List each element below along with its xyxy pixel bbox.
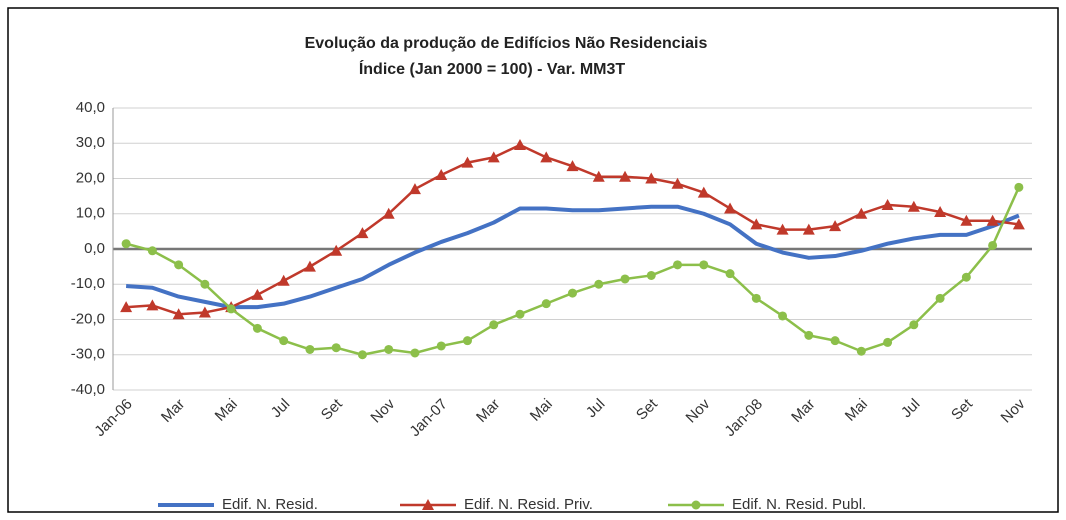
point	[226, 304, 236, 314]
point	[691, 500, 701, 510]
point	[120, 301, 133, 313]
point	[330, 244, 343, 256]
point	[303, 260, 316, 272]
point	[410, 348, 420, 358]
point	[462, 336, 472, 346]
point	[830, 336, 840, 346]
point	[121, 239, 131, 249]
point	[592, 170, 605, 182]
point	[382, 207, 395, 219]
point	[566, 160, 579, 172]
legend-label: Edif. N. Resid.	[222, 496, 318, 513]
legend-label: Edif. N. Resid. Priv.	[464, 496, 593, 513]
y-tick-label: -20,0	[71, 310, 105, 327]
series-line	[125, 204, 1020, 310]
point	[725, 269, 735, 279]
point	[422, 499, 434, 510]
point	[515, 309, 525, 319]
chart-title: Evolução da produção de Edifícios Não Re…	[305, 35, 708, 52]
point	[620, 274, 630, 284]
point	[279, 336, 289, 346]
point	[568, 288, 577, 298]
point	[776, 223, 789, 235]
point	[331, 343, 341, 353]
legend-label: Edif. N. Resid. Publ.	[732, 496, 866, 513]
point	[645, 172, 658, 184]
point	[200, 279, 210, 289]
point	[855, 207, 868, 219]
point	[881, 198, 894, 210]
point	[461, 156, 474, 168]
point	[724, 202, 737, 214]
point	[935, 293, 945, 303]
point	[829, 220, 842, 232]
point	[277, 274, 290, 286]
point	[198, 306, 211, 318]
y-tick-label: 0,0	[84, 240, 105, 257]
point	[671, 177, 684, 189]
point	[909, 320, 919, 330]
point	[961, 272, 971, 282]
point	[646, 270, 656, 280]
point	[1014, 182, 1024, 192]
point	[619, 170, 632, 182]
y-tick-label: 40,0	[76, 99, 105, 116]
point	[750, 218, 763, 230]
point	[305, 344, 315, 354]
point	[1012, 218, 1025, 230]
point	[489, 320, 499, 330]
point	[673, 260, 683, 270]
y-tick-label: 10,0	[76, 205, 105, 222]
point	[174, 260, 184, 270]
point	[751, 293, 761, 303]
point	[172, 308, 185, 320]
point	[907, 200, 920, 212]
chart-subtitle: Índice (Jan 2000 = 100) - Var. MM3T	[359, 59, 626, 78]
point	[252, 323, 262, 333]
point	[960, 214, 973, 226]
point	[146, 299, 159, 311]
point	[804, 330, 814, 340]
point	[541, 299, 551, 309]
point	[251, 288, 264, 300]
y-tick-label: -40,0	[71, 381, 105, 398]
point	[356, 227, 369, 239]
point	[986, 214, 999, 226]
y-tick-label: 30,0	[76, 134, 105, 151]
point	[988, 240, 998, 250]
point	[778, 311, 788, 321]
point	[357, 350, 367, 360]
point	[408, 183, 421, 195]
point	[856, 346, 866, 356]
point	[699, 260, 709, 270]
point	[540, 151, 553, 163]
point	[697, 186, 710, 198]
y-tick-label: -30,0	[71, 346, 105, 363]
point	[147, 246, 157, 256]
point	[384, 344, 394, 354]
point	[934, 205, 947, 217]
y-tick-label: -10,0	[71, 275, 105, 292]
y-tick-label: 20,0	[76, 169, 105, 186]
point	[802, 223, 815, 235]
chart-border	[7, 7, 1059, 513]
point	[594, 279, 604, 289]
point	[436, 341, 446, 351]
point	[487, 151, 500, 163]
point	[435, 168, 448, 180]
point	[513, 139, 526, 151]
point	[883, 337, 893, 347]
